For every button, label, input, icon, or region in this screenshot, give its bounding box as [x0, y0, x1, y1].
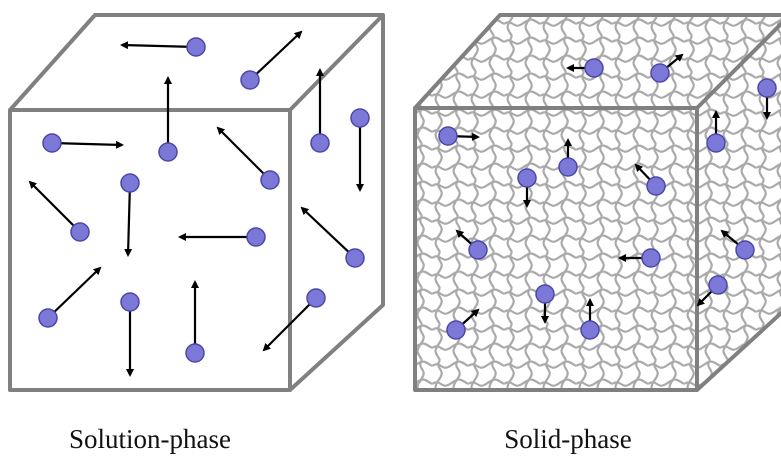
cube-back [10, 15, 383, 390]
molecule [736, 241, 754, 259]
molecule [758, 79, 776, 97]
molecule [647, 177, 665, 195]
molecule [439, 127, 457, 145]
motion-arrow [250, 32, 301, 80]
molecule [261, 171, 279, 189]
panel-label: Solid-phase [504, 424, 632, 454]
molecule [121, 174, 139, 192]
molecule [159, 143, 177, 161]
diagram: Solution-phase Solid-phase [0, 0, 781, 461]
panel-label: Solution-phase [69, 424, 231, 454]
molecule [559, 158, 577, 176]
molecule [307, 289, 325, 307]
molecule [241, 71, 259, 89]
molecule [186, 344, 204, 362]
molecule [39, 309, 57, 327]
motion-arrow [128, 183, 130, 255]
molecule [121, 293, 139, 311]
molecule [709, 276, 727, 294]
molecule [247, 228, 265, 246]
molecule [651, 64, 669, 82]
motion-arrow [52, 143, 122, 145]
molecule [447, 321, 465, 339]
molecule [71, 223, 89, 241]
molecule [585, 59, 603, 77]
molecule [536, 285, 554, 303]
molecule [707, 134, 725, 152]
molecule [187, 38, 205, 56]
molecule [351, 109, 369, 127]
molecule [642, 249, 660, 267]
molecule [311, 134, 329, 152]
molecule [518, 169, 536, 187]
molecule [346, 249, 364, 267]
motion-arrow [218, 128, 270, 180]
motion-arrow [30, 182, 80, 232]
molecule [469, 241, 487, 259]
motion-arrow [122, 45, 196, 47]
motion-arrow [48, 268, 100, 318]
molecule [43, 134, 61, 152]
solution-cube [10, 15, 383, 390]
motion-arrow [302, 208, 355, 258]
molecule [581, 321, 599, 339]
solid-cube [415, 15, 781, 390]
